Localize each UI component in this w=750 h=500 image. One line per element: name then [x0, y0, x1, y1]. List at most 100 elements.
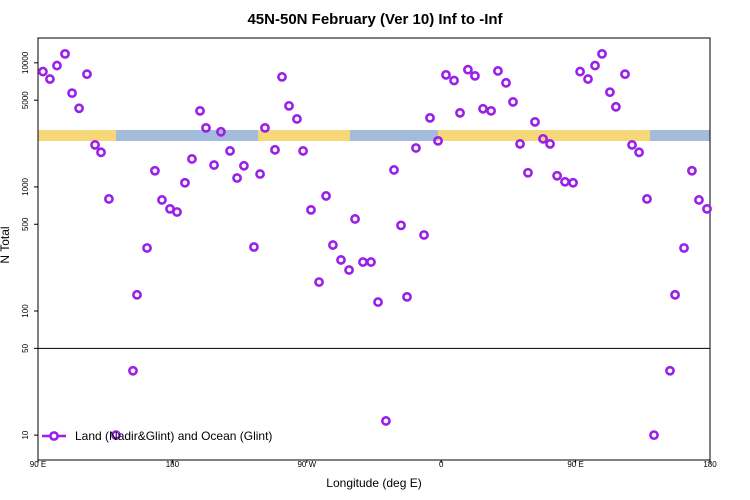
- point: [195, 105, 205, 116]
- point: [45, 74, 55, 84]
- point: [225, 146, 235, 156]
- point: [38, 66, 48, 77]
- point: [433, 135, 443, 146]
- point: [627, 140, 637, 150]
- point: [298, 146, 308, 156]
- point: [620, 69, 630, 80]
- point: [634, 147, 644, 158]
- point: [470, 70, 480, 81]
- point: [128, 365, 138, 376]
- legend-marker: [49, 431, 59, 441]
- x-tick-label: 0: [439, 460, 444, 469]
- point: [157, 195, 167, 205]
- point: [538, 133, 548, 144]
- point: [425, 112, 435, 123]
- point: [419, 230, 429, 240]
- point: [111, 430, 121, 440]
- y-tick-label: 50: [21, 343, 30, 352]
- point: [449, 75, 459, 86]
- point: [216, 126, 226, 137]
- y-tick-label: 5000: [21, 91, 30, 109]
- point: [373, 297, 383, 307]
- point: [209, 160, 219, 170]
- x-axis-label: Longitude (deg E): [326, 476, 421, 490]
- point: [142, 243, 152, 253]
- point: [52, 60, 62, 71]
- point: [486, 105, 496, 116]
- point: [321, 191, 331, 201]
- point: [150, 165, 160, 176]
- land-band: [38, 130, 116, 141]
- point: [501, 77, 511, 88]
- point: [306, 204, 316, 215]
- point: [132, 289, 142, 300]
- point: [679, 243, 689, 253]
- point: [82, 69, 92, 80]
- point: [284, 100, 294, 111]
- point: [411, 143, 421, 153]
- point: [545, 139, 555, 149]
- point: [597, 49, 607, 59]
- point: [344, 265, 354, 275]
- point: [74, 103, 84, 114]
- point: [350, 214, 360, 224]
- point: [255, 169, 265, 179]
- point: [515, 139, 525, 149]
- point: [366, 257, 376, 267]
- point: [187, 154, 197, 164]
- y-tick-label: 10: [21, 430, 30, 439]
- point: [552, 170, 562, 181]
- point: [508, 97, 518, 107]
- point: [336, 255, 346, 265]
- point: [611, 101, 621, 112]
- point: [687, 165, 697, 176]
- point: [649, 430, 659, 440]
- point: [523, 167, 533, 178]
- point: [249, 242, 259, 252]
- point: [314, 277, 324, 287]
- point: [694, 195, 704, 205]
- point: [172, 207, 182, 217]
- point: [292, 114, 302, 124]
- point: [239, 160, 249, 171]
- point: [201, 122, 211, 133]
- point: [67, 88, 77, 99]
- point: [402, 291, 412, 302]
- point: [642, 194, 652, 204]
- point: [702, 204, 712, 214]
- point: [232, 173, 242, 183]
- point: [381, 416, 391, 426]
- point: [530, 117, 540, 127]
- land-ocean-strip: [38, 130, 710, 141]
- point: [670, 289, 680, 300]
- point: [568, 177, 578, 188]
- point: [90, 140, 100, 150]
- x-tick-label: 90 E: [567, 460, 583, 469]
- point: [104, 194, 114, 204]
- ocean-band: [650, 130, 710, 141]
- y-axis-label: N Total: [0, 226, 12, 263]
- x-tick-label: 180: [703, 460, 717, 469]
- land-band: [258, 130, 350, 141]
- point: [590, 60, 600, 71]
- point: [328, 240, 338, 250]
- y-tick-label: 10000: [21, 51, 30, 74]
- ocean-band: [350, 130, 438, 141]
- y-tick-label: 1000: [21, 177, 30, 195]
- point: [583, 74, 593, 84]
- point: [575, 66, 585, 77]
- point: [96, 147, 106, 158]
- point: [180, 177, 190, 188]
- point: [478, 103, 488, 114]
- x-tick-label: 90 E: [30, 460, 46, 469]
- point: [463, 64, 473, 75]
- point: [665, 365, 675, 376]
- y-tick-label: 500: [21, 217, 30, 231]
- point: [260, 122, 270, 133]
- legend-label: Land (Nadir&Glint) and Ocean (Glint): [75, 429, 272, 443]
- plot-frame: [37, 37, 711, 461]
- x-tick-label: 90 W: [297, 460, 316, 469]
